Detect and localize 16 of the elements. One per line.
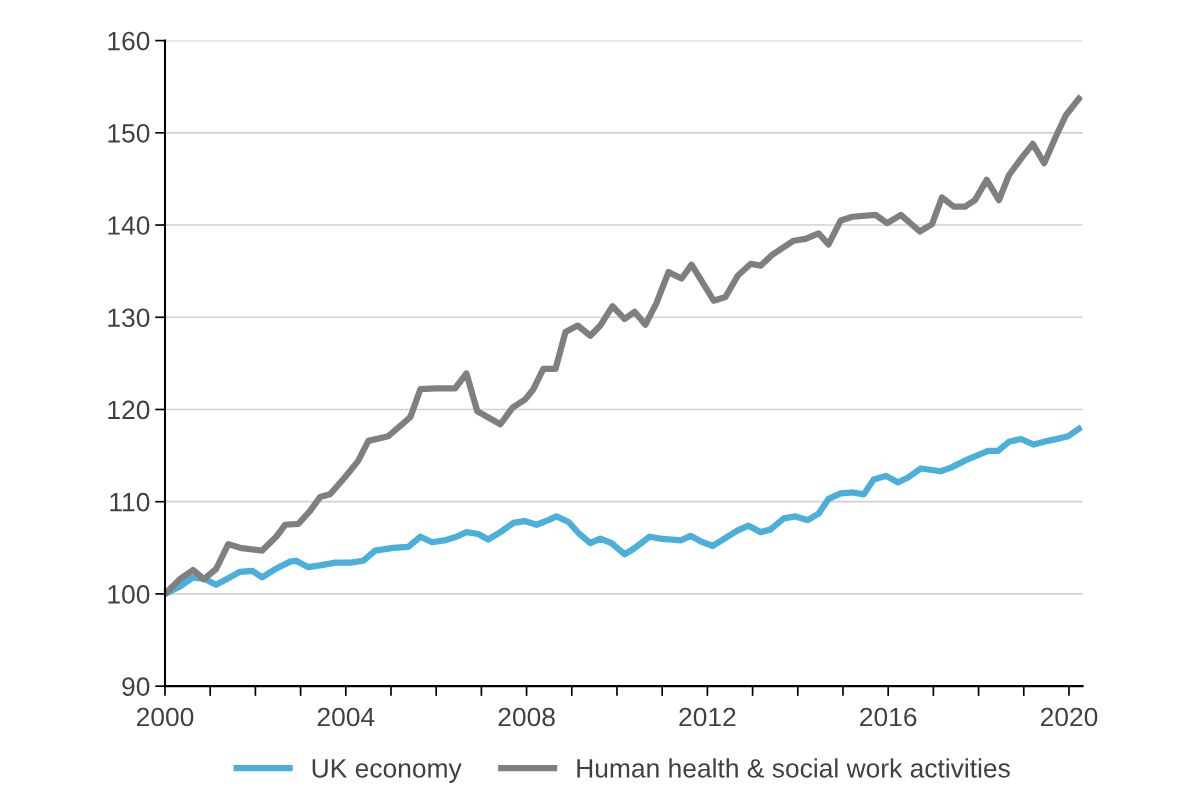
y-tick-label: 140	[108, 216, 150, 235]
y-tick-label: 130	[108, 308, 150, 328]
y-tick-label: 120	[108, 400, 150, 420]
x-tick-label: 2020	[1040, 707, 1098, 727]
x-tick-label: 2000	[136, 707, 194, 727]
legend-label: Human health & social work activities	[577, 758, 1010, 778]
y-tick-label: 110	[110, 492, 150, 512]
legend-label: UK economy	[312, 759, 462, 783]
x-tick-label: 2004	[317, 707, 375, 727]
y-tick-label: 90	[122, 677, 150, 696]
x-tick-label: 2016	[860, 707, 917, 727]
x-tick-label: 2012	[679, 707, 736, 727]
y-tick-label: 160	[108, 31, 150, 51]
x-tick-label: 2008	[498, 707, 555, 727]
y-tick-label: 100	[108, 585, 150, 604]
y-tick-label: 150	[108, 123, 150, 143]
